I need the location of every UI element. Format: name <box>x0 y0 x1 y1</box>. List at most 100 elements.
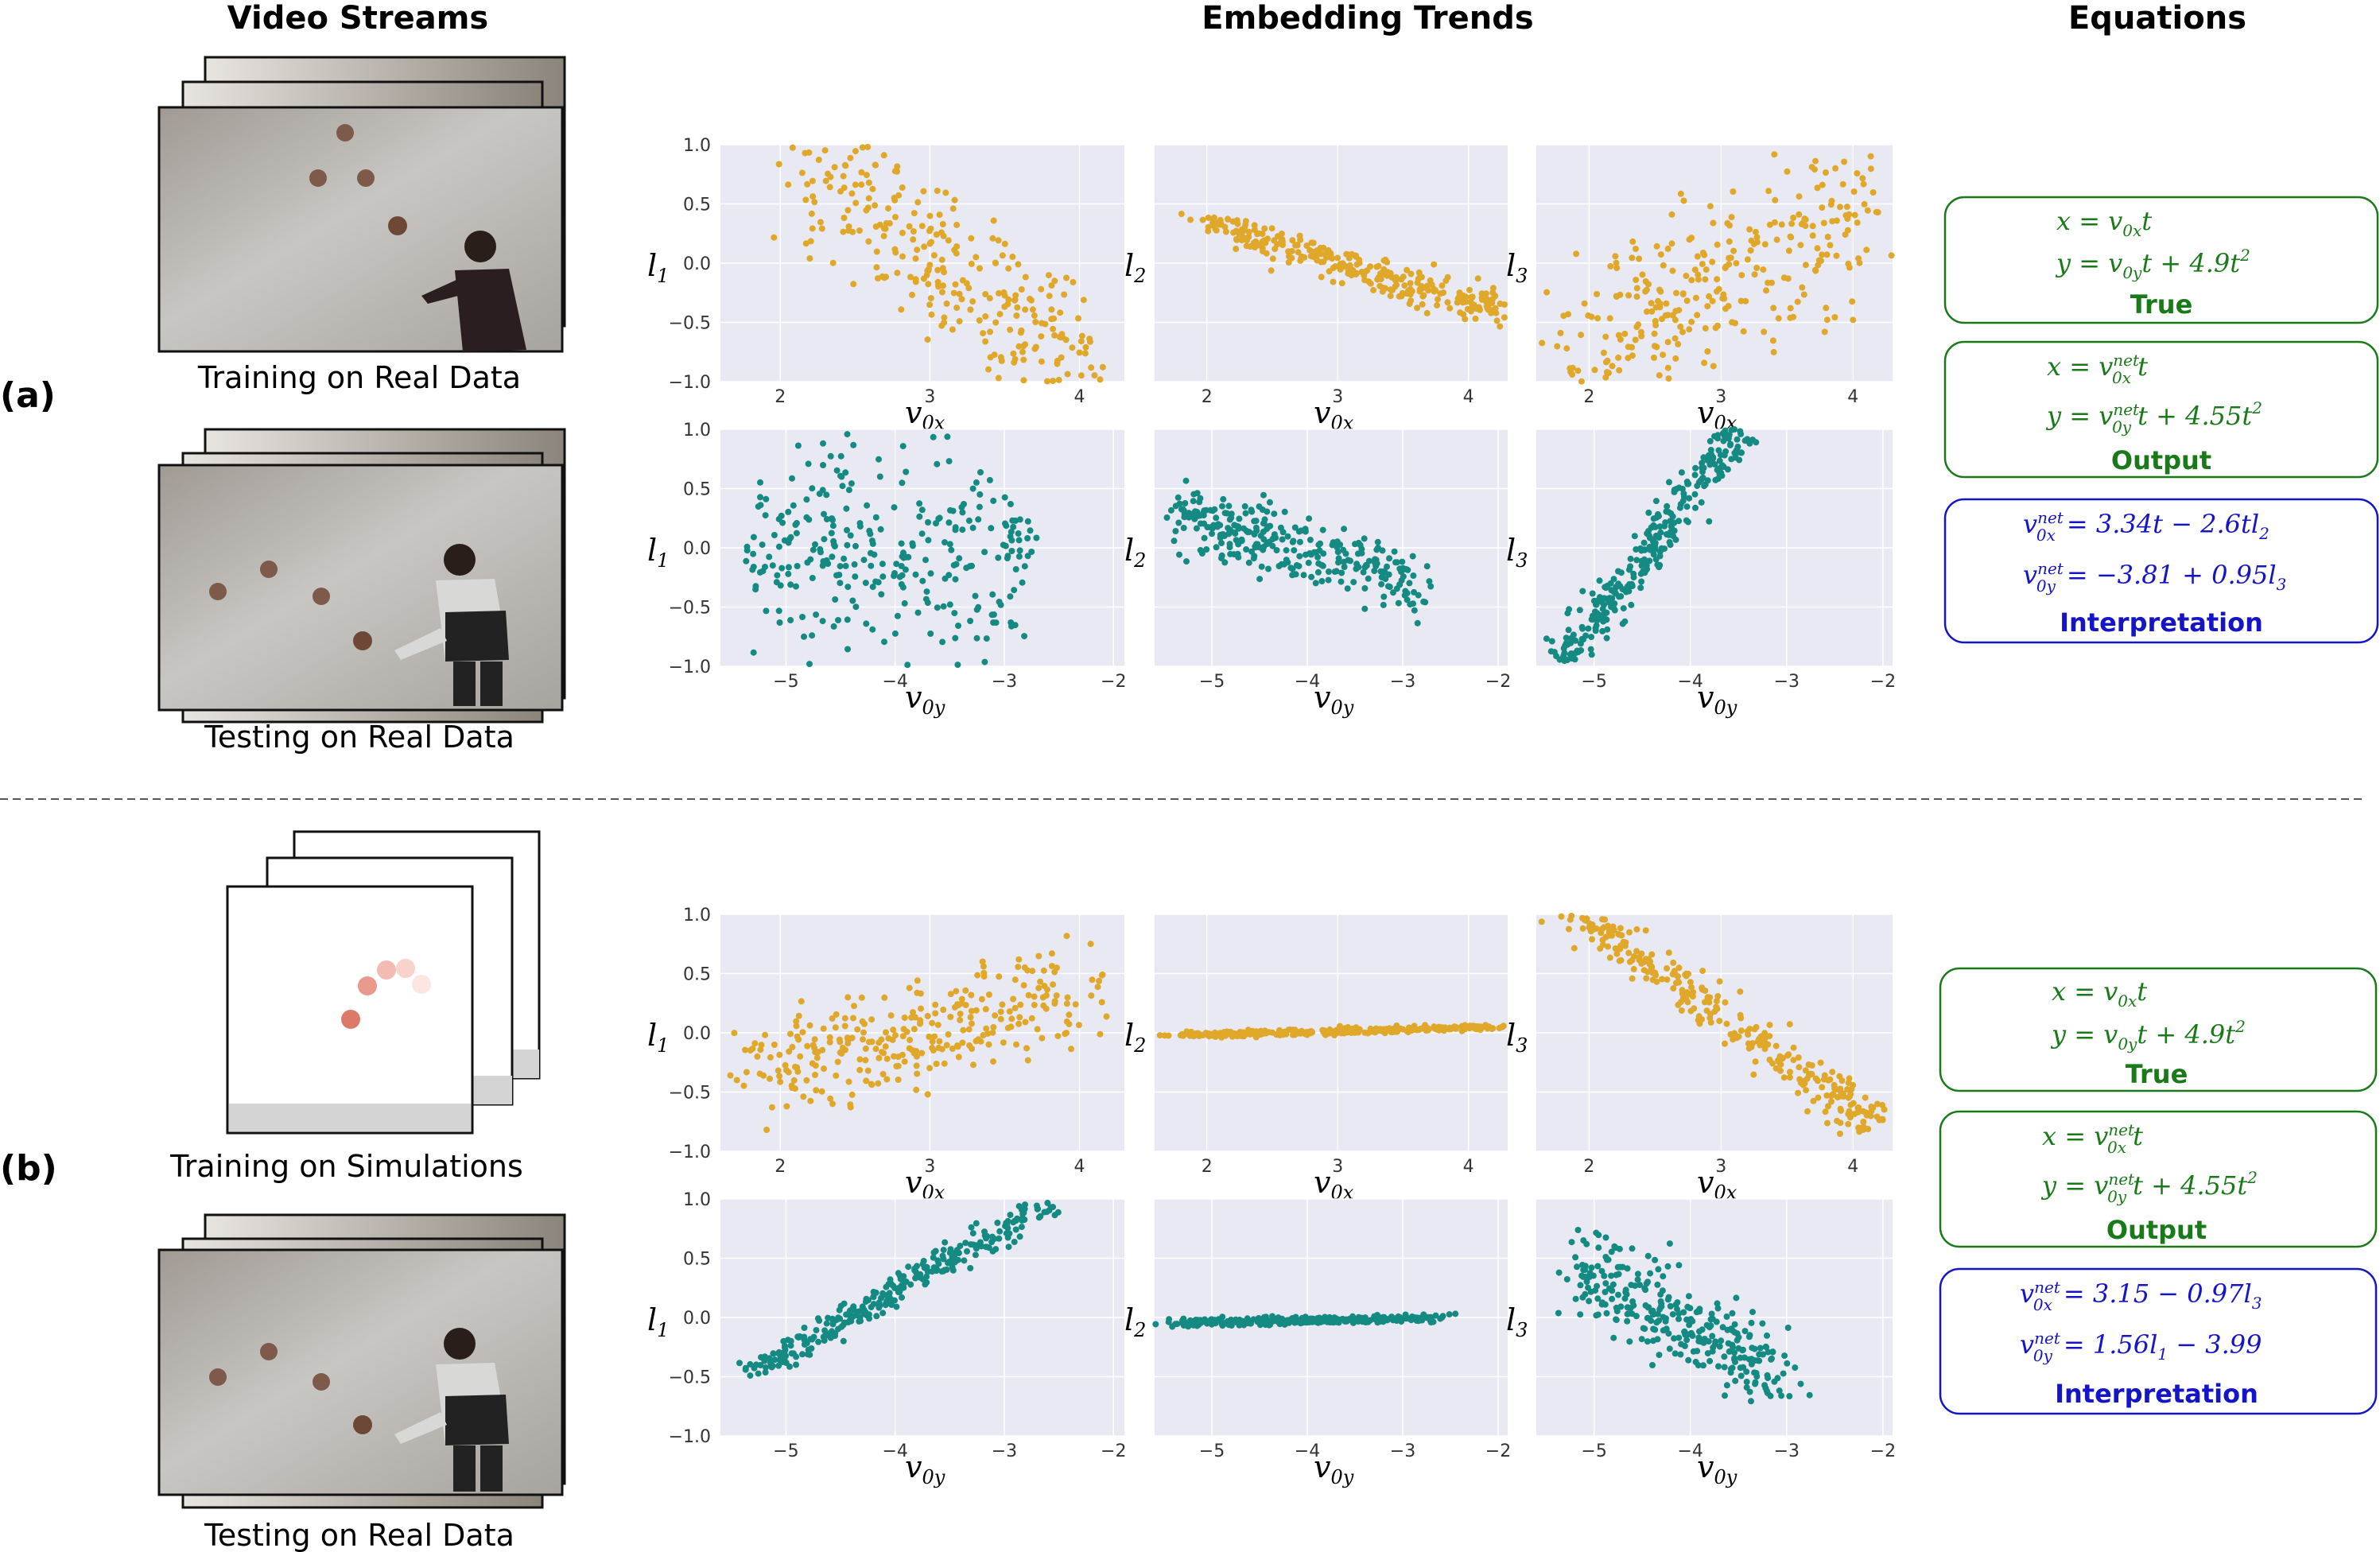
scatter-point <box>750 564 757 570</box>
scatter-point <box>1648 300 1655 307</box>
scatter-point <box>982 291 989 297</box>
scatter-point <box>1752 1058 1759 1065</box>
scatter-point <box>821 510 827 518</box>
scatter-point <box>1699 460 1706 467</box>
scatter-point <box>1823 305 1830 312</box>
scatter-point <box>1626 929 1633 936</box>
scatter-point <box>1649 1362 1656 1368</box>
scatter-point <box>1256 230 1262 237</box>
scatter-point <box>1031 345 1039 352</box>
scatter-point <box>925 519 931 526</box>
scatter-point <box>996 1228 1004 1235</box>
scatter-point <box>1404 1315 1411 1322</box>
scatter-point <box>793 1361 799 1368</box>
scatter-point <box>913 1053 920 1060</box>
scatter-point <box>959 1039 966 1046</box>
scatter-point <box>950 561 957 568</box>
y-axis-label: l1 <box>647 533 669 572</box>
ball <box>209 1368 227 1386</box>
scatter-point <box>933 231 940 238</box>
scatter-point <box>1582 1267 1589 1273</box>
scatter-point <box>1831 1081 1838 1088</box>
scatter-point <box>1565 925 1572 933</box>
scatter-point <box>1312 580 1319 587</box>
scatter-point <box>1638 1336 1645 1343</box>
scatter-point <box>1038 285 1045 293</box>
scatter-point <box>891 1053 897 1060</box>
scatter-point <box>1002 542 1009 549</box>
scatter-point <box>1557 329 1564 336</box>
eq-box-label: Interpretation <box>2055 1379 2258 1409</box>
scatter-point <box>881 994 888 1001</box>
eq-line: y = vnet 0y t + 4.55t2 <box>2045 398 2262 436</box>
scatter-point <box>1704 303 1711 310</box>
scatter-point <box>1579 588 1586 595</box>
scatter-point <box>1242 235 1249 242</box>
scatter-point <box>1418 274 1425 281</box>
scatter-point <box>1015 537 1023 544</box>
scatter-point <box>1172 502 1179 510</box>
scatter-point <box>1306 537 1314 543</box>
scatter-point <box>1279 1031 1287 1038</box>
scatter-point <box>1684 1303 1691 1310</box>
scatter-point <box>1746 1332 1753 1339</box>
scatter-point <box>894 168 901 175</box>
scatter-point <box>1746 1388 1753 1395</box>
scatter-point <box>1407 270 1415 277</box>
scatter-point <box>740 1082 747 1089</box>
scatter-point <box>1714 993 1722 999</box>
scatter-point <box>1823 251 1831 258</box>
x-tick-label: −2 <box>1485 1441 1511 1461</box>
scatter-point <box>887 1276 894 1283</box>
scatter-point <box>1020 982 1027 989</box>
scatter-point <box>926 262 934 269</box>
scatter-point <box>1600 618 1607 625</box>
scatter-point <box>844 584 852 591</box>
scatter-point <box>1233 236 1240 243</box>
scatter-point <box>949 205 957 212</box>
scatter-point <box>1666 1240 1673 1247</box>
scatter-point <box>1752 228 1759 235</box>
scatter-point <box>1012 517 1019 524</box>
scatter-point <box>952 526 959 534</box>
scatter-point <box>813 1087 820 1094</box>
scatter-point <box>1841 158 1848 165</box>
scatter-point <box>1588 651 1595 658</box>
scatter-point <box>996 1235 1003 1242</box>
scatter-point <box>1663 1325 1670 1333</box>
scatter-point <box>872 1289 879 1296</box>
scatter-point <box>1744 256 1751 263</box>
scatter-point <box>864 502 871 509</box>
scatter-point <box>1362 1319 1369 1326</box>
x-tick-label: 4 <box>1847 1157 1858 1177</box>
scatter-point <box>793 1018 800 1025</box>
scatter-point <box>934 460 941 468</box>
scatter-point <box>1578 332 1585 339</box>
scatter-point <box>981 549 988 556</box>
scatter-point <box>1446 1311 1453 1318</box>
scatter-point <box>998 357 1005 364</box>
scatter-point <box>1796 211 1803 218</box>
scatter-point <box>856 523 864 530</box>
scatter-point <box>1019 1217 1026 1224</box>
scatter-point <box>787 617 794 623</box>
scatter-point <box>1325 576 1332 584</box>
scatter-point <box>1260 520 1268 527</box>
scatter-point <box>952 281 959 288</box>
scatter-point <box>757 479 763 486</box>
scatter-point <box>1466 286 1473 293</box>
scatter-point <box>864 143 872 150</box>
scatter-point <box>1057 309 1064 316</box>
scatter-point <box>1733 1294 1740 1302</box>
scatter-point <box>851 1003 857 1010</box>
scatter-point <box>823 516 830 522</box>
scatter-point <box>1691 471 1699 479</box>
scatter-point <box>1850 316 1857 324</box>
scatter-point <box>1626 566 1633 573</box>
scatter-point <box>1633 246 1639 252</box>
scatter-point <box>1702 266 1710 274</box>
x-axis-label: v0y <box>905 1449 945 1488</box>
scatter-point <box>1245 559 1252 566</box>
scatter-point <box>1547 648 1555 655</box>
scatter-point <box>1854 219 1861 227</box>
